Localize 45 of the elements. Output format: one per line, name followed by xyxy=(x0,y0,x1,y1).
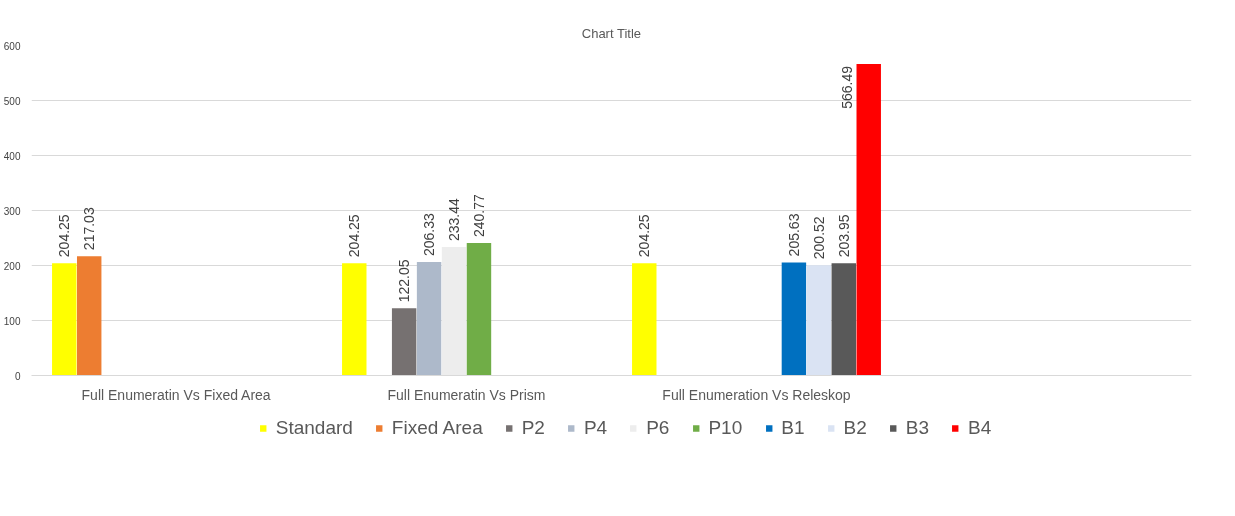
legend-label: P2 xyxy=(521,416,545,439)
legend-label: Standard xyxy=(275,416,353,439)
bar xyxy=(856,63,881,376)
bar xyxy=(441,247,467,376)
x-tick-label: Full Enumeration Vs Releskop xyxy=(662,386,851,403)
data-label: 204.25 xyxy=(636,214,653,258)
data-label: 203.95 xyxy=(835,214,852,258)
legend-label: P6 xyxy=(646,416,670,439)
bar xyxy=(831,263,857,376)
bar xyxy=(76,256,102,376)
data-label: 206.33 xyxy=(421,212,438,257)
bar xyxy=(632,263,657,376)
data-label: 204.25 xyxy=(346,214,363,258)
legend-label: Fixed Area xyxy=(391,416,483,439)
y-tick-label: 200 xyxy=(3,260,21,272)
legend-label: P4 xyxy=(583,416,608,439)
bar xyxy=(781,262,807,376)
y-tick-label: 0 xyxy=(14,370,21,382)
y-tick-label: 400 xyxy=(3,150,21,162)
data-label: 200.52 xyxy=(810,216,827,260)
legend-label: B2 xyxy=(843,416,867,439)
bar xyxy=(342,263,367,376)
bar xyxy=(806,265,832,376)
y-tick-label: 500 xyxy=(3,95,21,107)
legend-label: B3 xyxy=(905,416,930,439)
data-label: 233.44 xyxy=(446,198,463,242)
y-tick-label: 600 xyxy=(3,40,21,52)
x-tick-label: Full Enumeratin Vs Fixed Area xyxy=(81,386,271,403)
y-tick-label: 100 xyxy=(3,315,21,327)
bar xyxy=(391,308,417,376)
data-label: 204.25 xyxy=(56,214,73,258)
data-label: 205.63 xyxy=(785,213,802,257)
y-tick-label: 300 xyxy=(3,205,21,217)
x-tick-label: Full Enumeratin Vs Prism xyxy=(387,386,546,403)
bar xyxy=(466,243,492,376)
legend-label: P10 xyxy=(708,416,743,439)
data-label: 122.05 xyxy=(396,259,413,303)
bar xyxy=(416,262,442,376)
chart-title: Chart Title xyxy=(581,25,642,41)
data-label: 566.49 xyxy=(838,65,855,109)
legend-label: B1 xyxy=(781,416,805,439)
bar xyxy=(52,263,77,376)
data-label: 217.03 xyxy=(81,207,98,251)
data-label: 240.77 xyxy=(470,194,487,238)
legend-label: B4 xyxy=(968,416,992,439)
